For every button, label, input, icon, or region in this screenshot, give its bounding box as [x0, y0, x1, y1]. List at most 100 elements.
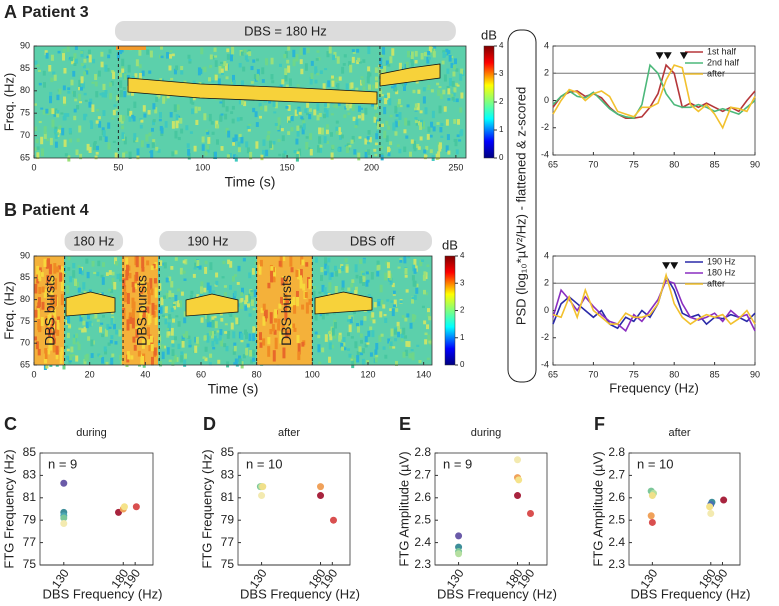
peak-marker: [670, 262, 679, 270]
spectrogram-texture: [241, 80, 245, 87]
spectrogram-texture: [160, 297, 164, 306]
ftg-band: [127, 77, 378, 105]
spectrogram-texture: [328, 46, 332, 54]
spectrogram-texture: [62, 48, 66, 54]
spectrogram-texture: [228, 152, 232, 158]
spectrogram-texture: [241, 287, 245, 294]
spectrogram-texture: [96, 319, 100, 322]
spectrogram-texture: [104, 136, 108, 142]
spectrogram-texture: [397, 331, 401, 338]
spectrogram-texture: [246, 343, 250, 348]
spectrogram-texture: [69, 276, 73, 283]
spectrogram-texture: [410, 139, 414, 144]
spectrogram-texture: [83, 92, 87, 96]
spectrogram-texture: [308, 299, 312, 305]
spectrogram-texture: [421, 259, 425, 262]
x-axis-label: Time (s): [208, 381, 259, 397]
spectrogram-texture: [138, 49, 142, 56]
spectrogram-texture: [67, 155, 71, 162]
spectrogram-texture: [278, 303, 282, 309]
spectrogram-texture: [316, 114, 320, 121]
spectrogram-texture: [360, 107, 364, 110]
spectrogram-texture: [320, 267, 324, 273]
spectrogram-texture: [377, 299, 381, 302]
spectrogram-texture: [359, 259, 363, 264]
spectrogram-texture: [432, 51, 436, 58]
spectrogram-texture: [414, 103, 418, 108]
spectrogram-texture: [88, 101, 92, 108]
spectrogram-texture: [240, 51, 244, 56]
spectrogram-texture: [168, 65, 172, 71]
banner-label: 190 Hz: [187, 233, 228, 248]
spectrogram-texture: [179, 300, 183, 308]
spectrogram-texture: [330, 344, 334, 349]
spectrogram-texture: [274, 337, 278, 350]
spectrogram-texture: [179, 117, 183, 124]
spectrogram-texture: [45, 52, 49, 59]
spectrogram-texture: [368, 137, 372, 143]
spectrogram-texture: [230, 111, 234, 115]
spectrogram-texture: [214, 321, 218, 329]
spectrogram-texture: [111, 277, 115, 286]
spectrogram-texture: [373, 116, 377, 123]
spectrogram-texture: [451, 80, 455, 87]
spectrogram-texture: [406, 313, 410, 318]
spectrogram-texture: [442, 51, 446, 58]
spectrogram-texture: [220, 68, 224, 73]
legend-label: after: [707, 68, 725, 78]
spectrogram-texture: [173, 302, 177, 310]
spectrogram-texture: [324, 257, 328, 264]
spectrogram-texture: [163, 94, 167, 102]
spectrogram-texture: [296, 125, 300, 131]
spectrogram-texture: [317, 57, 321, 61]
spectrogram-texture: [187, 335, 191, 339]
spectrogram-texture: [57, 128, 61, 134]
spectrogram-texture: [310, 72, 314, 80]
spectrogram-texture: [412, 140, 416, 149]
spectrogram-texture: [374, 142, 378, 146]
spectrogram-texture: [370, 271, 374, 280]
spectrogram-texture: [188, 59, 192, 64]
spectrogram-texture: [238, 97, 242, 105]
spectrogram-texture: [379, 89, 383, 97]
spectrogram-texture: [356, 351, 360, 356]
spectrogram-texture: [220, 146, 224, 151]
spectrogram-texture: [109, 340, 113, 344]
spectrogram-texture: [204, 357, 208, 362]
spectrogram-texture: [273, 111, 277, 114]
spectrogram-texture: [324, 102, 328, 107]
spectrogram-texture: [86, 55, 90, 59]
spectrogram-texture: [264, 309, 268, 319]
spectrogram-texture: [258, 264, 262, 275]
spectrogram-texture: [372, 319, 376, 324]
spectrogram-texture: [402, 327, 406, 335]
spectrogram-texture: [376, 271, 380, 277]
spectrogram-texture: [116, 52, 120, 59]
spectrogram-texture: [328, 331, 332, 335]
spectrogram-texture: [404, 117, 408, 126]
spectrogram-texture: [362, 258, 366, 264]
spectrogram-texture: [94, 81, 98, 87]
spectrogram-texture: [426, 56, 430, 64]
spectrogram-texture: [98, 121, 102, 128]
spectrogram-texture: [360, 339, 364, 344]
spectrogram-texture: [284, 73, 288, 82]
spectrogram-texture: [361, 79, 365, 86]
spectrogram-texture: [231, 46, 235, 55]
spectrogram-texture: [367, 66, 371, 74]
spectrogram-texture: [330, 152, 334, 160]
spectrogram-texture: [292, 323, 296, 328]
spectrogram-texture: [384, 354, 388, 359]
spectrogram-texture: [440, 135, 444, 138]
spectrogram-texture: [296, 84, 300, 91]
spectrogram-texture: [79, 101, 83, 104]
spectrogram-texture: [193, 267, 197, 270]
spectrogram-texture: [135, 271, 139, 281]
spectrogram-texture: [424, 339, 428, 345]
spectrogram-texture: [202, 356, 206, 359]
spectrogram-texture: [208, 362, 212, 366]
x-tick-label: 80: [252, 369, 262, 379]
spectrogram-texture: [274, 309, 278, 319]
spectrogram-texture: [384, 95, 388, 99]
legend-label: 1st half: [707, 46, 737, 56]
